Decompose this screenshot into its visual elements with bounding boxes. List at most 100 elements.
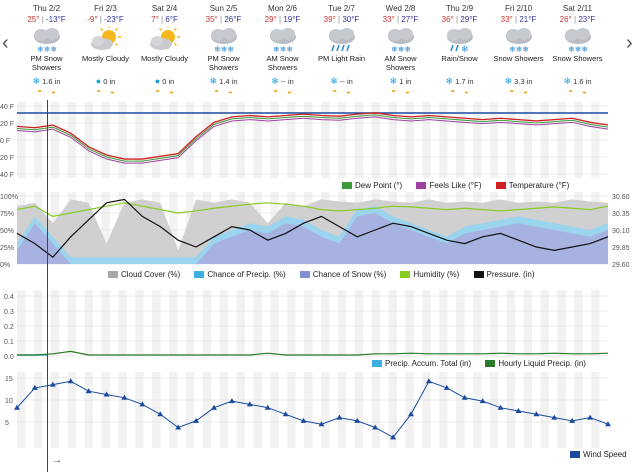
time-band [50,290,60,356]
day-date: Fri 2/10 [504,4,533,13]
snow-cloud-icon: ❄❄❄ [17,27,76,53]
day-precip: ❄ -- in [312,76,371,86]
time-band [540,372,549,448]
day-hi-lo: 39° | 30°F [312,15,371,25]
wind-direction-arrow-icon [264,404,271,410]
day-column[interactable]: Tue 2/7 39° | 30°F PM Light Rain ❄ -- in ◓ ◒ [312,0,371,108]
day-column[interactable]: Mon 2/6 29° | 19°F ❄❄❄ AM Snow Showers ❄ -- … [253,0,312,108]
time-band [152,290,161,356]
scroll-right-arrow[interactable]: → [52,455,62,466]
time-cursor-line[interactable] [47,100,48,472]
legend-temperature[interactable]: Temperature (°F) [495,181,570,190]
day-column[interactable]: Sun 2/5 35° | 26°F ❄❄❄ PM Snow Showers ❄ 1.4… [194,0,253,108]
legend-label: Humidity (%) [413,270,460,279]
sunset-icon: ◒ [286,87,292,96]
time-band [236,372,245,448]
legend-feels-like[interactable]: Feels Like (°F) [416,181,482,190]
sunrise-icon: ◓ [391,87,397,96]
precip-amount: 1.7 in [455,77,474,86]
y-tick-label-right: 29.60 [612,262,630,269]
sunrise-icon: ◓ [214,87,220,96]
drop-icon: ● [95,76,102,86]
snowflake-icon: ❄ [209,76,218,86]
y-tick-label-right: 30.35 [612,211,630,218]
chance-precip-swatch [194,271,205,279]
wind-direction-arrow-icon [461,394,468,400]
hi-lo-separator: | [456,15,459,24]
wind-direction-arrow-icon [85,388,92,394]
wind-direction-arrow-icon [443,384,450,390]
time-band [101,192,110,264]
day-column[interactable]: Thu 2/9 36° | 29°F ❄ Rain/Snow ❄ 1.7 in ◓ ◒ [430,0,489,108]
day-condition: Mostly Cloudy [140,54,189,63]
day-column[interactable]: Thu 2/2 25° | -13°F ❄❄❄ PM Snow Showers ❄ 1.… [17,0,76,108]
day-precip: ❄ 1.6 in [548,76,607,86]
time-band [456,372,465,448]
day-column[interactable]: Sat 2/11 26° | 23°F ❄❄❄ Snow Showers ❄ 1.6 i… [548,0,607,108]
day-column[interactable]: Fri 2/3 -9° | -23°F Mostly Cloudy ● 0 in ◓ ◒ [76,0,135,108]
y-tick-label-left: 25% [0,245,14,252]
legend-label: Temperature (°F) [508,181,570,190]
legend-wind-speed[interactable]: Wind Speed [570,450,627,459]
day-condition: Rain/Snow [441,54,478,63]
y-tick-label-left: 50% [0,228,14,235]
next-arrow-button[interactable]: › [626,32,633,54]
svg-text:❄❄❄: ❄❄❄ [214,45,234,53]
sunset-icon: ◒ [463,87,469,96]
day-date: Sat 2/11 [562,4,593,13]
sunrise-sunset-icons: ◓ ◒ [76,87,135,97]
wind-direction-arrow-icon [300,417,307,423]
snowflake-icon: ❄ [271,76,279,86]
sunrise-sunset-icons: ◓ ◒ [489,87,548,97]
y-tick-label: 0.4 [4,294,14,301]
time-band [219,290,229,356]
time-band [371,290,381,356]
day-column[interactable]: Wed 2/8 33° | 27°F ❄❄❄ AM Snow Showers ❄ 1 i… [371,0,430,108]
time-band [67,372,77,448]
wind-direction-arrow-icon [175,424,182,430]
y-tick-label: 0.3 [4,309,14,316]
svg-text:❄❄❄: ❄❄❄ [509,45,529,53]
prev-arrow-button[interactable]: ‹ [2,32,9,54]
time-band [320,290,330,356]
time-band [405,372,414,448]
day-hi-lo: 7° | 6°F [135,15,194,25]
legend-humidity[interactable]: Humidity (%) [400,270,459,279]
day-hi-lo: 36° | 29°F [430,15,489,25]
pressure-swatch [473,271,484,279]
sunrise-sunset-icons: ◓ ◒ [194,87,253,97]
time-band [591,372,600,448]
wind-direction-arrow-icon [425,378,432,384]
legend-pressure[interactable]: Pressure. (in) [473,270,535,279]
legend-cloud-cover[interactable]: Cloud Cover (%) [108,270,180,279]
wind-direction-arrow-icon [246,401,253,407]
legend-hourly-precip[interactable]: Hourly Liquid Precip. (in) [485,359,586,368]
legend-precip-accum[interactable]: Precip. Accum. Total (in) [372,359,471,368]
legend-label: Chance of Snow (%) [312,270,387,279]
sunrise-sunset-icons: ◓ ◒ [17,87,76,97]
precip-amount: -- in [339,77,353,86]
day-condition: PM Snow Showers [207,54,240,72]
time-band [135,290,144,356]
day-precip: ❄ 3.3 in [489,76,548,86]
wind-direction-arrow-icon [533,411,540,417]
wind-direction-arrow-icon [569,417,576,423]
legend-chance-snow[interactable]: Chance of Snow (%) [299,270,387,279]
low-temp: 19°F [283,15,301,24]
day-column[interactable]: Sat 2/4 7° | 6°F Mostly Cloudy ● 0 in ◓ ◒ [135,0,194,108]
time-band [320,372,330,448]
day-date: Thu 2/9 [445,4,474,13]
legend-chance-precip[interactable]: Chance of Precip. (%) [194,270,286,279]
y-tick-label-left: 100% [0,194,18,201]
temperature-chart: 40 F 20 F 0 F 20 F 40 F [0,102,609,179]
time-band [422,290,431,356]
legend-dew-point[interactable]: Dew Point (°) [342,181,402,190]
precip-amount: 1.6 in [42,77,61,86]
day-precip: ❄ -- in [253,76,312,86]
snow-cloud-icon: ❄❄❄ [548,27,607,53]
day-column[interactable]: Fri 2/10 33° | 21°F ❄❄❄ Snow Showers ❄ 3.3 i… [489,0,548,108]
high-temp: 39° [323,15,336,24]
wind-speed-line [16,380,609,439]
wind-legend: Wind Speed [570,450,627,459]
day-date: Sun 2/5 [209,4,238,13]
